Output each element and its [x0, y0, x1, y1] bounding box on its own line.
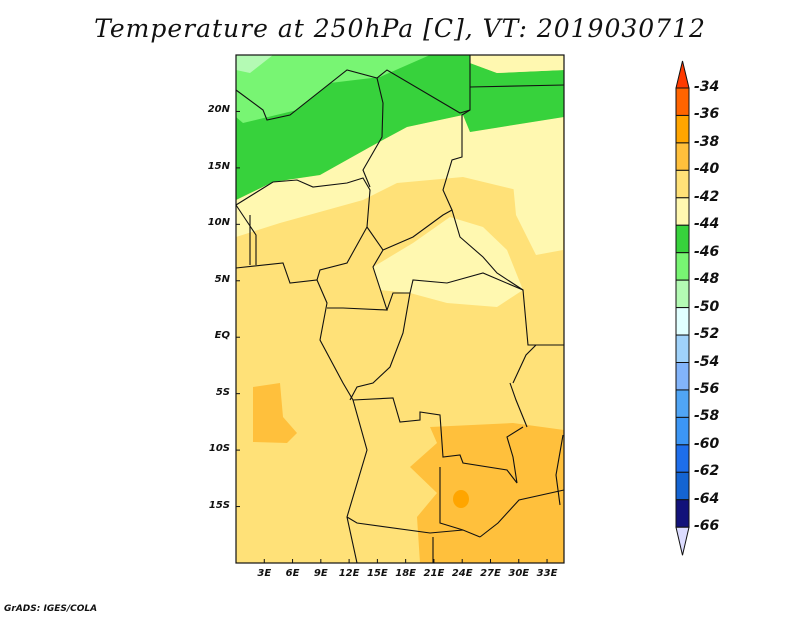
colorbar-box	[675, 279, 690, 309]
border-line	[555, 434, 564, 506]
lon-label: 18E	[395, 568, 417, 579]
border-line	[235, 55, 471, 121]
border-line	[386, 272, 524, 311]
lat-label: 10N	[207, 217, 230, 229]
colorbar-label: -66	[694, 518, 720, 535]
field-minus42-44	[373, 217, 523, 307]
colorbar-label: -34	[694, 79, 720, 95]
colorbar-box	[675, 334, 690, 363]
field-minus42-44	[236, 115, 563, 237]
colorbar-label: -60	[694, 435, 720, 452]
colorbar-box	[675, 444, 690, 473]
map-panel	[235, 54, 565, 564]
colorbar-bottom-triangle	[675, 526, 690, 556]
colorbar-label: -40	[694, 161, 720, 178]
border-line	[512, 344, 537, 384]
lon-label: 21E	[423, 568, 445, 579]
colorbar-label: -44	[694, 216, 720, 233]
field-minus48-50	[236, 55, 273, 73]
colorbar-box	[675, 307, 690, 336]
colorbar-box	[675, 197, 690, 226]
colorbar-label: -46	[694, 243, 720, 260]
border-line	[382, 209, 453, 251]
colorbar-box	[675, 224, 690, 254]
lat-label: 5S	[215, 386, 230, 398]
lon-label: 33E	[536, 568, 558, 579]
country-borders	[235, 55, 565, 564]
colorbar-label: -56	[694, 380, 720, 397]
colorbar-label: -42	[694, 188, 720, 205]
colorbar-label: -38	[694, 133, 720, 150]
border-line	[346, 516, 481, 538]
field-minus38-40	[253, 383, 297, 443]
lon-label: 3E	[257, 568, 272, 579]
colorbar-box	[675, 142, 690, 171]
colorbar-label: -64	[694, 490, 720, 507]
field-minus42-44	[470, 55, 564, 73]
border-line	[349, 292, 411, 401]
border-line	[469, 84, 565, 88]
field-minus36-38	[453, 490, 469, 508]
border-line	[509, 382, 528, 428]
border-line	[352, 397, 524, 484]
lon-label: 15E	[367, 568, 388, 579]
colorbar-box	[675, 362, 690, 391]
border-line	[235, 204, 257, 265]
colorbar-label: -52	[694, 326, 720, 343]
colorbar-label: -58	[694, 408, 720, 425]
colorbar-box	[675, 416, 690, 446]
lon-label: 6E	[285, 568, 300, 579]
lat-label: 10S	[208, 443, 230, 455]
colorbar-box	[675, 389, 690, 418]
border-line	[362, 77, 384, 188]
colorbar-label: -50	[694, 298, 720, 315]
colorbar-label: -62	[694, 463, 720, 480]
axis-ticks	[236, 110, 548, 563]
colorbar-label: -48	[694, 271, 720, 288]
colorbar-box	[675, 169, 690, 199]
colorbar-box	[675, 252, 690, 281]
colorbar-top-triangle	[675, 60, 690, 89]
lat-label: EQ	[214, 330, 230, 342]
field-minus46-48	[236, 55, 430, 123]
lat-label: 5N	[214, 273, 230, 285]
border-line	[479, 489, 565, 538]
lon-label: 24E	[451, 568, 473, 579]
plot-title: Temperature at 250hPa [C], VT: 201903071…	[94, 14, 706, 43]
lon-label: 12E	[338, 568, 360, 579]
lon-label: 9E	[313, 568, 328, 579]
grads-credit: GrADS: IGES/COLA	[4, 604, 98, 614]
colorbar-box	[675, 499, 690, 528]
lon-label: 30E	[508, 568, 530, 579]
lat-label: 15N	[207, 160, 230, 172]
colorbar-box	[675, 87, 690, 116]
map-frame	[235, 54, 565, 564]
coastline	[235, 262, 368, 564]
colorbar-box	[675, 471, 690, 501]
field-minus38-40	[410, 423, 564, 563]
lon-label: 27E	[480, 568, 501, 579]
colorbar-label: -36	[694, 106, 720, 123]
field-minus42-44	[513, 183, 563, 255]
colorbar-label: -54	[694, 353, 720, 370]
lat-label: 15S	[208, 499, 230, 511]
border-line	[235, 177, 371, 281]
border-line	[442, 109, 564, 346]
colorbar-box	[675, 114, 690, 144]
border-line	[327, 226, 388, 311]
border-line	[439, 467, 464, 531]
colorbar	[675, 60, 690, 556]
lat-label: 20N	[207, 104, 230, 116]
